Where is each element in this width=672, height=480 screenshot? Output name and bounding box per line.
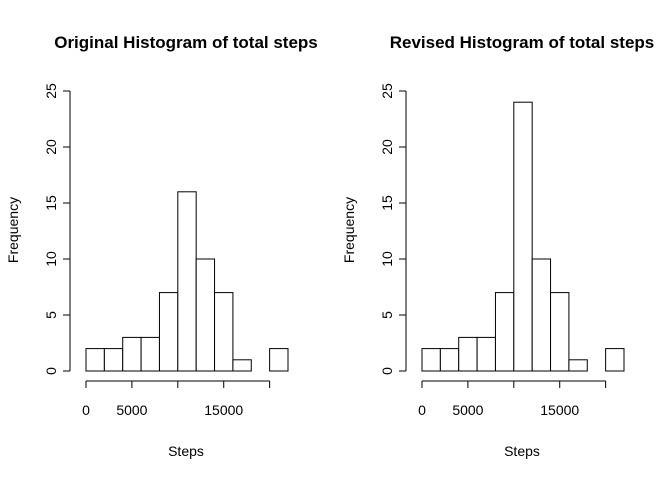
bars-original xyxy=(85,191,289,372)
y-tick-label: 5 xyxy=(43,311,59,319)
chart-title-revised: Revised Histogram of total steps xyxy=(390,33,655,52)
y-tick-label: 10 xyxy=(379,251,395,267)
y-tick-label: 15 xyxy=(379,195,395,211)
y-axis-revised: 0 5 10 15 20 25 xyxy=(379,83,407,375)
y-tick-label: 0 xyxy=(43,367,59,375)
panel-revised: Revised Histogram of total steps Steps F… xyxy=(341,33,654,459)
chart-title-original: Original Histogram of total steps xyxy=(54,33,318,52)
histogram-bar xyxy=(269,348,289,372)
x-tick-label: 15000 xyxy=(204,402,243,418)
histogram-bar xyxy=(605,348,625,372)
histogram-bar xyxy=(103,348,124,372)
x-tick-label: 0 xyxy=(418,402,426,418)
histogram-bar xyxy=(195,258,216,372)
histogram-bar xyxy=(232,359,252,372)
x-tick-label: 15000 xyxy=(540,402,579,418)
histogram-bar xyxy=(439,348,460,372)
histogram-bar xyxy=(476,336,496,372)
histogram-bar xyxy=(214,292,234,372)
x-tick-label: 5000 xyxy=(116,402,147,418)
y-tick-label: 20 xyxy=(43,139,59,155)
histogram-bar xyxy=(140,336,160,372)
y-axis-label-original: Frequency xyxy=(5,197,21,263)
histogram-bar xyxy=(85,348,105,372)
y-tick-label: 10 xyxy=(43,251,59,267)
histogram-bar xyxy=(458,336,478,372)
panel-original: Original Histogram of total steps Steps … xyxy=(5,33,318,459)
x-tick-label: 0 xyxy=(82,402,90,418)
histogram-bar xyxy=(513,101,533,372)
y-axis-label-revised: Frequency xyxy=(341,197,357,263)
x-axis-revised: 0 5000 15000 xyxy=(418,380,607,418)
histogram-bar xyxy=(550,292,570,372)
y-axis-original: 0 5 10 15 20 25 xyxy=(43,83,71,375)
y-tick-label: 5 xyxy=(379,311,395,319)
x-axis-original: 0 5000 15000 xyxy=(82,380,271,418)
y-tick-label: 0 xyxy=(379,367,395,375)
y-tick-label: 20 xyxy=(379,139,395,155)
x-tick-label: 5000 xyxy=(452,402,483,418)
histogram-bar xyxy=(177,191,197,372)
histogram-bar xyxy=(122,336,142,372)
histogram-bar xyxy=(531,258,552,372)
y-tick-label: 15 xyxy=(43,195,59,211)
x-axis-label-revised: Steps xyxy=(504,443,540,459)
histogram-bar xyxy=(421,348,441,372)
histogram-bar xyxy=(158,292,179,372)
bars-revised xyxy=(421,101,625,372)
histogram-bar xyxy=(568,359,588,372)
x-axis-label-original: Steps xyxy=(168,443,204,459)
y-tick-label: 25 xyxy=(379,83,395,99)
histogram-bar xyxy=(494,292,515,372)
y-tick-label: 25 xyxy=(43,83,59,99)
